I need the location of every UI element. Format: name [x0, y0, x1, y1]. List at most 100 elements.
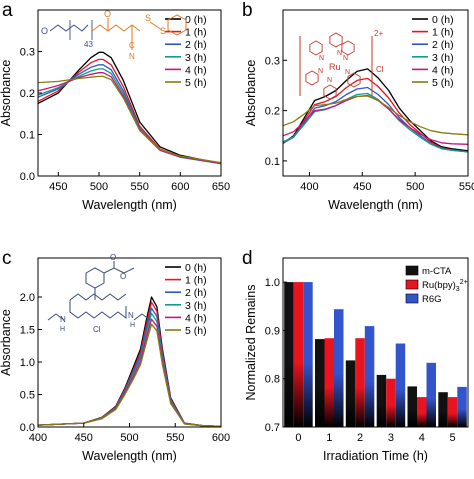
- panel-letter: b: [242, 0, 253, 21]
- bar-r6g-2: [364, 326, 375, 427]
- x-axis-label: Wavelength (nm): [82, 198, 177, 212]
- repeat-count-label: 43: [84, 40, 93, 49]
- x-tick-label: 3: [388, 432, 394, 444]
- left-amine-hydrogen: H: [60, 326, 65, 333]
- legend-label: 5 (h): [185, 325, 207, 337]
- panel-letter: a: [2, 0, 13, 21]
- x-tick-label: 550: [459, 181, 474, 193]
- panel-letter: c: [2, 248, 12, 269]
- bar-r6g-3: [395, 343, 406, 427]
- bar-m-cta-1: [315, 339, 325, 427]
- legend-swatch: [405, 265, 419, 276]
- cta-chain-bonds: [91, 18, 141, 32]
- legend-ru-subscript: 3: [456, 286, 460, 293]
- panel-b: b 400 450 500 550 0.1 0.2 0.3 Wavelength (nm) Abs…: [242, 0, 474, 212]
- ester-bonds: [103, 261, 135, 274]
- series-line-5: [282, 95, 469, 136]
- panel-a: a 450 500 550 600 650 0.0 0.1 0.2 0.3 Wavelength (…: [0, 0, 230, 212]
- legend-ru-superscript: 2+: [460, 279, 468, 286]
- repeat-brackets: [69, 20, 93, 40]
- bipyridine-ring: [341, 40, 355, 56]
- nitrogen-label: N: [327, 77, 332, 84]
- bar-ru-bpy-3-2--0: [293, 282, 304, 427]
- nitrogen-label: N: [319, 55, 324, 62]
- legend-label: 3 (h): [185, 300, 207, 312]
- x-tick-label: 2: [357, 432, 363, 444]
- complex-charge-label: 2+: [374, 29, 383, 38]
- legend-label: 3 (h): [185, 52, 207, 64]
- legend-label: 0 (h): [185, 262, 207, 274]
- legend-label: 1 (h): [185, 27, 207, 39]
- y-tick-label: 1.5: [20, 325, 35, 337]
- y-tick-label: 0.3: [20, 47, 35, 59]
- x-tick-label: 500: [406, 181, 424, 193]
- carbonyl-oxygen-label: O: [110, 253, 116, 262]
- x-tick-label: 450: [353, 181, 371, 193]
- bar-ru-bpy-3-2--3: [386, 378, 396, 427]
- y-axis-label: Absorbance: [0, 60, 13, 127]
- y-tick-label: 0.8: [265, 374, 280, 386]
- x-tick-label: 600: [212, 432, 230, 444]
- cyano-bonds: [131, 21, 163, 50]
- carbonyl-oxygen-label: O: [104, 9, 111, 19]
- panel-d: d 0 1 2 3 4 5 0.7 0.8 0.9 1.0 Irradiation Time (h) N…: [242, 248, 469, 463]
- x-tick-label: 400: [29, 432, 47, 444]
- ester-oxygen-label: O: [120, 272, 126, 281]
- x-tick-label: 500: [90, 181, 108, 193]
- phenyl-ring: [167, 14, 187, 36]
- cyano-carbon-label: C: [129, 41, 135, 50]
- bipyridine-ring: [309, 40, 323, 56]
- bar-m-cta-4: [407, 386, 417, 427]
- x-axis-label: Wavelength (nm): [82, 449, 177, 463]
- y-tick-label: 0.0: [20, 422, 35, 434]
- legend-swatch: [405, 279, 419, 290]
- y-tick-label: 0.3: [265, 55, 280, 67]
- series-line-5: [37, 323, 222, 428]
- panel-c: c 400 450 500 550 600 0.0 0.5 1.0 1.5 2.0 Wavelengt…: [0, 248, 230, 463]
- x-tick-label: 5: [450, 432, 456, 444]
- legend-label: 4 (h): [185, 312, 207, 324]
- legend-label: 0 (h): [432, 14, 454, 26]
- legend-label: 5 (h): [432, 77, 454, 89]
- y-tick-label: 1.0: [20, 357, 35, 369]
- left-amine-nitrogen: N: [60, 315, 66, 324]
- bipyridine-ring: [347, 72, 361, 88]
- x-tick-label: 450: [49, 181, 67, 193]
- series-line-4: [282, 94, 469, 145]
- x-tick-label: 500: [120, 432, 138, 444]
- legend-label: 1 (h): [185, 275, 207, 287]
- nitrogen-label: N: [318, 68, 323, 75]
- series-line-3: [282, 92, 469, 153]
- nitrogen-label: N: [345, 69, 350, 76]
- x-tick-label: 600: [171, 181, 189, 193]
- right-amine-hydrogen: H: [130, 322, 135, 329]
- chloride-label: Cl: [376, 65, 384, 74]
- legend-label: 4 (h): [185, 64, 207, 76]
- x-tick-label: 650: [212, 181, 230, 193]
- x-tick-label: 1: [326, 432, 332, 444]
- bar-ru-bpy-3-2--2: [355, 338, 365, 427]
- y-tick-label: 0.1: [265, 156, 280, 168]
- x-tick-label: 4: [419, 432, 425, 444]
- y-axis-label: Absorbance: [244, 60, 258, 127]
- bipyridine-ring: [329, 32, 343, 48]
- y-tick-label: 0.2: [20, 88, 35, 100]
- peg-chain-bonds: [49, 24, 89, 32]
- legend-label-ru: Ru(bpy)32+: [422, 279, 468, 293]
- bar-m-cta-0: [284, 282, 294, 427]
- nitrogen-label: N: [343, 55, 348, 62]
- x-tick-label: 550: [166, 432, 184, 444]
- legend-swatch: [405, 293, 419, 304]
- x-tick-label: 450: [75, 432, 93, 444]
- peg-oxygen-label: O: [41, 26, 48, 36]
- legend-label: 3 (h): [432, 52, 454, 64]
- x-tick-label: 0: [295, 432, 301, 444]
- bar-r6g-0: [303, 282, 313, 427]
- series-line-0: [37, 51, 222, 165]
- bar-m-cta-2: [345, 360, 356, 427]
- bar-ru-bpy-3-2--1: [324, 338, 334, 427]
- bar-ru-bpy-3-2--5: [447, 397, 458, 427]
- legend-label: 2 (h): [185, 39, 207, 51]
